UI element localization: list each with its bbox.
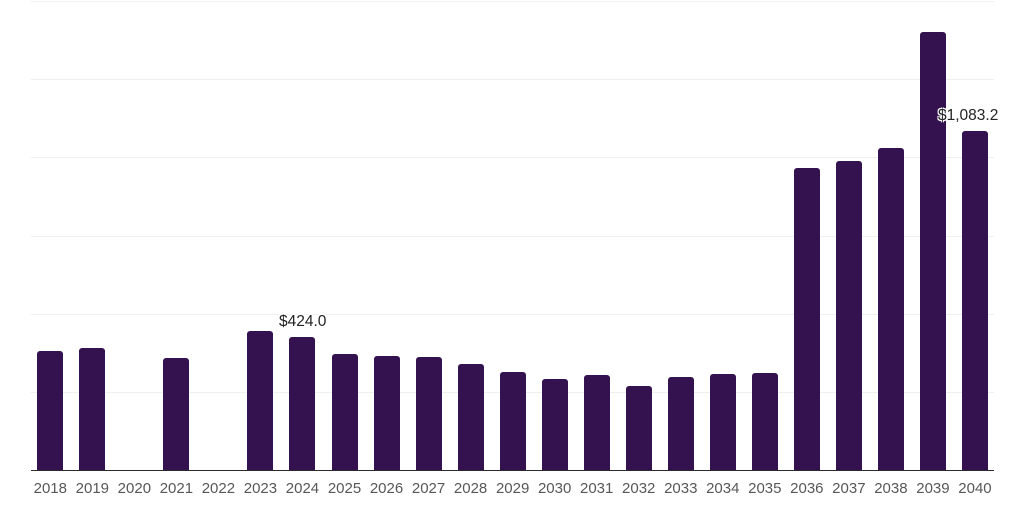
bar-2029[interactable]	[499, 371, 526, 470]
bar-2036[interactable]	[793, 167, 820, 470]
gridline-1000	[31, 157, 994, 159]
bar-2034[interactable]	[709, 374, 736, 470]
x-tick-label-2040: 2040	[958, 480, 992, 497]
bar-2018[interactable]	[37, 351, 64, 470]
x-tick-label-2028: 2028	[453, 480, 488, 497]
x-tick-label-2037: 2037	[832, 480, 866, 497]
data-label-2040: $1,083.2	[938, 107, 999, 125]
x-tick-label-2033: 2033	[664, 480, 698, 497]
x-tick-label-2021: 2021	[159, 480, 194, 497]
x-tick-label-2030: 2030	[537, 480, 572, 497]
x-tick-label-2027: 2027	[411, 480, 446, 497]
bar-2030[interactable]	[541, 378, 568, 470]
bar-2040[interactable]	[961, 131, 988, 470]
x-tick-label-2036: 2036	[790, 480, 824, 497]
x-tick-label-2029: 2029	[495, 480, 530, 497]
x-tick-label-2024: 2024	[285, 480, 320, 497]
bar-2028[interactable]	[457, 363, 484, 470]
x-tick-label-2022: 2022	[201, 480, 236, 497]
bar-2021[interactable]	[163, 358, 190, 470]
gridline-750	[31, 235, 994, 237]
bar-2031[interactable]	[583, 374, 610, 470]
x-tick-label-2032: 2032	[622, 480, 656, 497]
bar-2038[interactable]	[877, 147, 904, 470]
bar-2039[interactable]	[919, 31, 946, 470]
bar-2024[interactable]	[289, 337, 316, 470]
x-tick-label-2019: 2019	[75, 480, 110, 497]
bar-2025[interactable]	[331, 354, 358, 470]
x-tick-label-2020: 2020	[117, 480, 152, 497]
gridline-1250	[31, 79, 994, 81]
gridline-500	[31, 313, 994, 315]
bar-2032[interactable]	[625, 385, 652, 470]
bar-2037[interactable]	[835, 160, 862, 470]
x-tick-label-2023: 2023	[243, 480, 278, 497]
x-tick-label-2025: 2025	[327, 480, 362, 497]
bar-2023[interactable]	[247, 330, 274, 470]
x-tick-label-2018: 2018	[33, 480, 67, 497]
bar-2019[interactable]	[79, 348, 106, 470]
bar-2033[interactable]	[667, 377, 694, 470]
x-tick-label-2026: 2026	[369, 480, 404, 497]
x-tick-label-2039: 2039	[916, 480, 950, 497]
x-axis: 2018 2019 2020 2021 2022 2023 2024 2025 2026 2027…	[31, 479, 994, 503]
plot-area: $424.0 $1,083.2	[31, 1, 998, 471]
bar-2035[interactable]	[751, 373, 778, 470]
x-tick-label-2035: 2035	[748, 480, 782, 497]
data-label-2024: $424.0	[278, 313, 327, 331]
x-tick-label-2034: 2034	[706, 480, 740, 497]
bar-2027[interactable]	[415, 357, 442, 470]
bar-2026[interactable]	[373, 355, 400, 470]
gridline-1500	[31, 1, 994, 2]
x-tick-label-2031: 2031	[580, 480, 614, 497]
x-tick-label-2038: 2038	[874, 480, 908, 497]
